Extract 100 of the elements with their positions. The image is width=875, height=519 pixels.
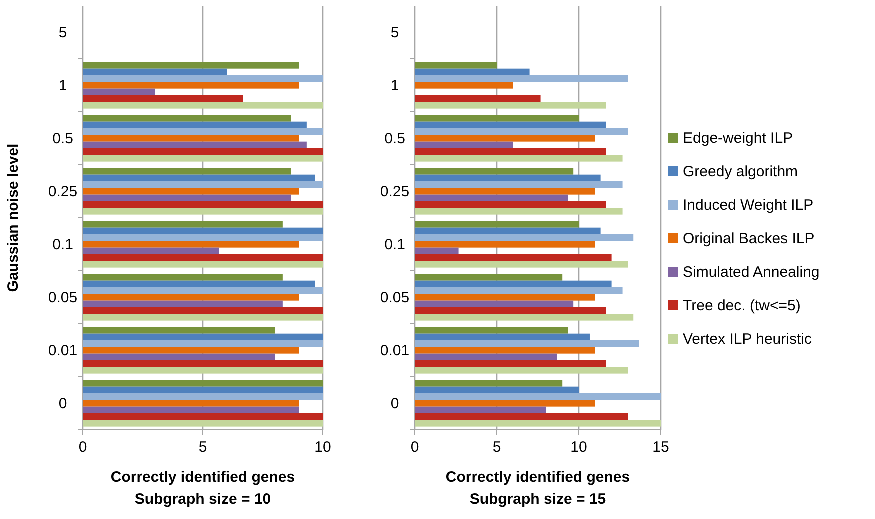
- bar: [83, 420, 323, 427]
- x-tick-label: 15: [652, 439, 670, 456]
- bar: [415, 194, 568, 202]
- bar: [83, 95, 244, 102]
- bar: [415, 174, 601, 182]
- bar: [415, 367, 628, 374]
- bar: [83, 400, 299, 407]
- bar: [415, 68, 530, 76]
- bar: [83, 188, 299, 195]
- bar: [415, 76, 628, 82]
- bar: [415, 334, 590, 341]
- bar: [415, 300, 574, 308]
- bar: [415, 327, 568, 334]
- x-tick-label: 5: [198, 439, 208, 456]
- legend-label: Simulated Annealing: [683, 264, 820, 281]
- bar: [415, 420, 661, 427]
- bar: [83, 174, 316, 182]
- y-axis-title: Gaussian noise level: [5, 144, 22, 292]
- bar: [83, 194, 292, 202]
- bar: [83, 168, 292, 175]
- y-tick-label: 0.01: [380, 342, 410, 360]
- bar: [83, 128, 323, 136]
- bar: [415, 241, 596, 248]
- bar: [83, 340, 323, 348]
- bar: [83, 347, 299, 354]
- bar: [83, 115, 292, 122]
- bar: [415, 280, 612, 288]
- bar: [415, 148, 606, 156]
- bar: [415, 254, 612, 262]
- x-tick-label: 10: [570, 439, 588, 456]
- bar: [83, 76, 323, 82]
- bar: [83, 135, 299, 142]
- y-tick-label: 5: [58, 24, 68, 42]
- bar: [415, 340, 640, 348]
- bar: [415, 182, 623, 188]
- bar: [83, 208, 323, 215]
- y-tick-label: 0.01: [48, 342, 78, 360]
- bar: [415, 82, 514, 89]
- bar: [83, 307, 323, 314]
- bar: [83, 274, 283, 281]
- bar: [83, 234, 323, 242]
- y-tick-label: 0: [58, 396, 68, 412]
- bar: [415, 307, 606, 314]
- x-axis-title: Correctly identified genes Subgraph size = 10: [110, 469, 296, 508]
- y-tick-label: 1: [390, 78, 400, 94]
- bar: [83, 62, 299, 69]
- bar: [415, 128, 628, 136]
- legend-label: Vertex ILP heuristic: [683, 331, 812, 348]
- bar: [83, 367, 323, 374]
- bar: [83, 221, 283, 228]
- bar: [415, 413, 628, 420]
- bar: [415, 274, 563, 281]
- bar: [415, 228, 601, 235]
- bar: [83, 82, 299, 89]
- y-tick-label: 0.5: [384, 130, 406, 148]
- bar: [415, 135, 596, 142]
- legend-label: Original Backes ILP: [683, 230, 815, 248]
- bar: [83, 354, 275, 360]
- bar: [83, 201, 323, 208]
- bar: [83, 380, 323, 387]
- bar: [83, 68, 227, 76]
- y-tick-label: 5: [390, 24, 400, 42]
- bar: [83, 280, 316, 288]
- bar: [83, 228, 323, 235]
- bar: [83, 314, 323, 321]
- bar: [83, 248, 220, 254]
- bar: [83, 413, 323, 420]
- legend-label: Greedy algorithm: [683, 164, 798, 180]
- y-tick-label: 0.05: [380, 290, 410, 306]
- bar: [415, 248, 459, 254]
- bar: [415, 102, 606, 109]
- legend-label: Tree dec. (tw<=5): [683, 298, 801, 314]
- bar: [83, 254, 323, 262]
- bar: [415, 221, 579, 228]
- bar: [83, 300, 283, 308]
- bar: [415, 394, 661, 400]
- bar: [415, 380, 563, 387]
- bar: [415, 95, 541, 102]
- bar: [83, 148, 323, 156]
- bar: [415, 122, 606, 129]
- bar: [415, 347, 596, 354]
- bar: [83, 142, 307, 148]
- y-tick-label: 0.25: [48, 184, 78, 200]
- y-tick-label: 0: [390, 396, 400, 412]
- bar: [83, 88, 155, 96]
- y-tick-label: 0.25: [380, 184, 410, 200]
- bar: [415, 400, 596, 407]
- bar: [83, 406, 299, 414]
- bar: [83, 261, 323, 268]
- bar: [415, 261, 628, 268]
- bar: [83, 294, 299, 301]
- bar: [415, 386, 579, 394]
- bar: [415, 62, 497, 69]
- y-tick-label: 0.5: [52, 130, 74, 148]
- y-tick-label: 0.05: [48, 290, 78, 306]
- bar: [415, 354, 558, 360]
- x-tick-label: 5: [492, 439, 502, 456]
- bar: [83, 386, 323, 394]
- bar: [415, 294, 596, 301]
- bar: [415, 288, 623, 294]
